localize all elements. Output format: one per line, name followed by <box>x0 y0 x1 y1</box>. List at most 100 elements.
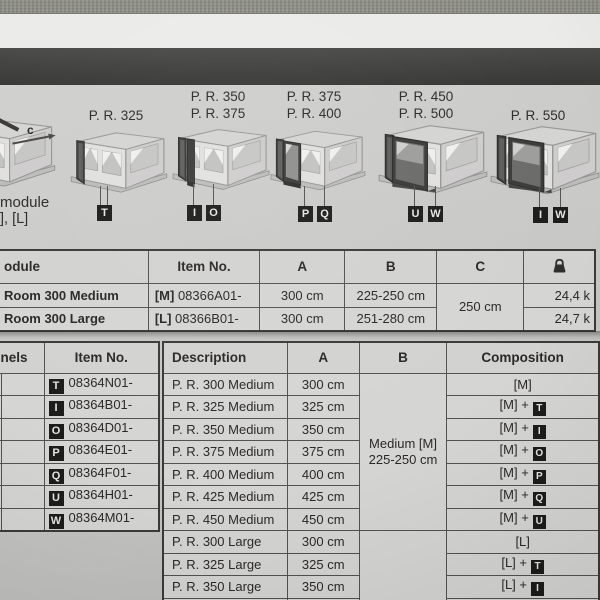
panels-item-no-col-header: Item No. <box>43 341 160 374</box>
composition-cell: [M] + Q <box>446 485 600 509</box>
size-tag: [M] <box>154 287 175 303</box>
connector-line <box>560 188 561 207</box>
table-row: P. R. 400 Medium 400 cm [M] + P <box>162 462 600 486</box>
a-value-cell: 450 cm <box>286 507 360 531</box>
room-drawing-pr550 <box>490 126 600 195</box>
a-value-cell: 325 cm <box>286 552 360 576</box>
weight-value-cell: 24,7 k <box>523 306 596 332</box>
composition-text: [M] + <box>499 442 529 458</box>
table-row: P. R. 350 Large 350 cm [L] + I <box>162 575 600 599</box>
connector-line <box>107 186 108 205</box>
panel-letter-badge: O <box>206 205 221 221</box>
table-row: P. R. 450 Medium 450 cm [M] + U <box>162 507 600 531</box>
item-number: 08364N01- <box>68 374 133 390</box>
table-row: Q 08364F01- <box>0 462 160 486</box>
panel-desc-cell <box>0 462 45 486</box>
panel-letter-badge: P <box>48 446 64 462</box>
panel-letter-badge: P <box>298 206 313 222</box>
c-merged-cell: 250 cm <box>436 282 525 332</box>
model-label-group-3: P. R. 375 P. R. 400 <box>266 88 362 122</box>
panel-item-cell: W 08364M01- <box>43 507 160 531</box>
panel-letter-badge: Q <box>532 492 546 507</box>
composition-text: [L] <box>515 534 530 550</box>
composition-text: [L] + <box>501 577 527 593</box>
b-col-header: B <box>358 341 448 374</box>
composition-text: [M] + <box>499 397 529 413</box>
table-row: P. R. 350 Medium 350 cm [M] + I <box>162 417 600 441</box>
panel-desc-cell <box>0 372 45 396</box>
b-value-cell: 251-280 cm <box>344 306 438 332</box>
model-label-line: P. R. 400 <box>286 106 342 121</box>
table-row: P 08364E01- <box>0 440 160 464</box>
model-label-group-5: P. R. 550 <box>488 90 588 124</box>
composition-cell: [M] <box>446 372 600 396</box>
connector-line <box>435 186 436 206</box>
a-value-cell: 375 cm <box>286 597 360 600</box>
a-value-cell: 300 cm <box>259 282 346 308</box>
panel-item-cell: U 08364H01- <box>43 485 160 509</box>
panel-letter-badge: W <box>48 513 64 529</box>
model-label-line: P. R. 375 <box>286 89 342 104</box>
size-tag: [L] <box>154 311 172 327</box>
connector-line <box>304 186 305 206</box>
item-number: 08364M01- <box>68 509 135 525</box>
connector-line <box>100 186 101 205</box>
b-value-cell: 225-250 cm <box>344 282 438 308</box>
module-col-header: odule <box>0 249 149 284</box>
panel-item-cell: I 08364B01- <box>43 395 160 419</box>
room-drawing-pr325 <box>70 132 168 193</box>
a-value-cell: 350 cm <box>286 575 360 599</box>
table-row: Room 300 Medium [M] 08366A01- 300 cm 225… <box>0 282 596 332</box>
panel-letter-badge: T <box>97 205 112 221</box>
composition-cell: [M] + T <box>446 395 600 419</box>
item-number: 08364B01- <box>68 397 133 413</box>
model-label-group-4: P. R. 450 P. R. 500 <box>376 88 476 122</box>
item-number: 08364D01- <box>68 419 133 435</box>
connector-line <box>324 186 325 206</box>
a-col-header: A <box>259 249 346 284</box>
a-value-cell: 350 cm <box>286 417 360 441</box>
b-large-merged-cell <box>358 530 448 600</box>
panel-desc-cell <box>0 440 45 464</box>
panel-desc-cell <box>0 417 45 441</box>
a-value-cell: 400 cm <box>286 462 360 486</box>
a-value-cell: 375 cm <box>286 440 360 464</box>
panel-item-cell: T 08364N01- <box>43 372 160 396</box>
c-col-header: C <box>436 249 525 284</box>
connector-line <box>539 188 540 207</box>
description-cell: P. R. 325 Medium <box>162 395 288 419</box>
composition-cell: [M] + P <box>446 462 600 486</box>
a-value-cell: 300 cm <box>286 530 360 554</box>
a-value-cell: 425 cm <box>286 485 360 509</box>
table-row: T 08364N01- <box>0 372 160 396</box>
composition-cell: [L] + I <box>446 575 600 599</box>
model-label-line <box>488 90 588 107</box>
panel-letter-badge: T <box>532 402 546 417</box>
brand-bar: FIAMMASTO <box>0 48 600 124</box>
panels-col-header: nels <box>0 341 45 374</box>
composition-cell: [M] + U <box>446 507 600 531</box>
item-no-col-header: Item No. <box>147 249 261 284</box>
composition-cell: [L] <box>446 530 600 554</box>
weight-value-cell: 24,4 k <box>523 282 596 308</box>
description-cell: P. R. 400 Medium <box>162 462 288 486</box>
model-label-group-2: P. R. 350 P. R. 375 <box>168 88 268 122</box>
panel-letter-badge: I <box>48 401 64 417</box>
table-row: U 08364H01- <box>0 485 160 509</box>
composition-text: [M] + <box>499 487 529 503</box>
a-value-cell: 300 cm <box>259 306 346 332</box>
panel-item-cell: Q 08364F01- <box>43 462 160 486</box>
connector-line <box>193 184 194 205</box>
description-cell: P. R. 425 Medium <box>162 485 288 509</box>
model-label-line: P. R. 450 <box>398 89 454 104</box>
table-row: P. R. 300 Large 300 cm [L] <box>162 530 600 600</box>
model-label-line: P. R. 325 <box>88 108 144 123</box>
item-number: 08364E01- <box>68 442 133 458</box>
b-col-header: B <box>344 249 438 284</box>
model-label-line: P. R. 500 <box>398 106 454 121</box>
composition-cell: [M] + I <box>446 417 600 441</box>
connector-line <box>414 186 415 206</box>
module-item-cell: [M] 08366A01- <box>147 282 261 308</box>
composition-cell: [M] + O <box>446 440 600 464</box>
panel-desc-cell <box>0 395 45 419</box>
